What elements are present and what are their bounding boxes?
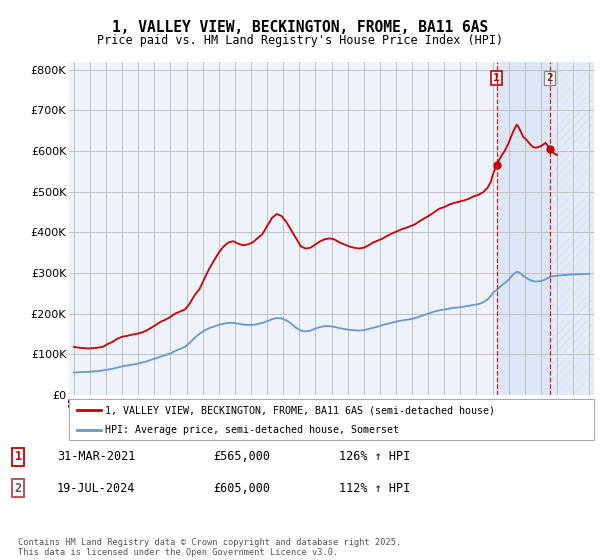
Text: 31-MAR-2021: 31-MAR-2021 xyxy=(57,450,136,463)
Text: 1, VALLEY VIEW, BECKINGTON, FROME, BA11 6AS (semi-detached house): 1, VALLEY VIEW, BECKINGTON, FROME, BA11 … xyxy=(105,405,494,415)
Text: HPI: Average price, semi-detached house, Somerset: HPI: Average price, semi-detached house,… xyxy=(105,424,398,435)
Text: £565,000: £565,000 xyxy=(213,450,270,463)
Text: 1: 1 xyxy=(493,73,500,83)
Text: 2: 2 xyxy=(14,482,22,494)
Bar xyxy=(497,62,594,395)
Text: 2: 2 xyxy=(547,73,553,83)
Text: 1: 1 xyxy=(14,450,22,463)
Text: Price paid vs. HM Land Registry's House Price Index (HPI): Price paid vs. HM Land Registry's House … xyxy=(97,34,503,46)
Text: 1, VALLEY VIEW, BECKINGTON, FROME, BA11 6AS: 1, VALLEY VIEW, BECKINGTON, FROME, BA11 … xyxy=(112,20,488,35)
Text: 19-JUL-2024: 19-JUL-2024 xyxy=(57,482,136,494)
Text: Contains HM Land Registry data © Crown copyright and database right 2025.
This d: Contains HM Land Registry data © Crown c… xyxy=(18,538,401,557)
Bar xyxy=(550,62,594,395)
Text: £605,000: £605,000 xyxy=(213,482,270,494)
Text: 126% ↑ HPI: 126% ↑ HPI xyxy=(339,450,410,463)
Text: 112% ↑ HPI: 112% ↑ HPI xyxy=(339,482,410,494)
